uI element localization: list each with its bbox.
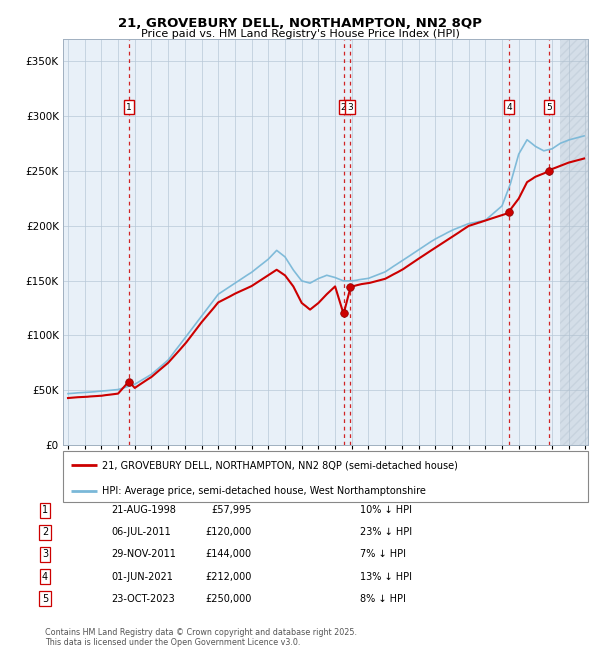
Text: 3: 3 — [347, 103, 353, 112]
Text: 5: 5 — [42, 593, 48, 604]
Text: 10% ↓ HPI: 10% ↓ HPI — [360, 505, 412, 515]
Text: 21, GROVEBURY DELL, NORTHAMPTON, NN2 8QP: 21, GROVEBURY DELL, NORTHAMPTON, NN2 8QP — [118, 17, 482, 30]
Text: 21, GROVEBURY DELL, NORTHAMPTON, NN2 8QP (semi-detached house): 21, GROVEBURY DELL, NORTHAMPTON, NN2 8QP… — [103, 460, 458, 471]
Text: 13% ↓ HPI: 13% ↓ HPI — [360, 571, 412, 582]
Text: Price paid vs. HM Land Registry's House Price Index (HPI): Price paid vs. HM Land Registry's House … — [140, 29, 460, 38]
Bar — [560, 39, 590, 445]
Text: 7% ↓ HPI: 7% ↓ HPI — [360, 549, 406, 560]
Text: 23-OCT-2023: 23-OCT-2023 — [111, 593, 175, 604]
Text: £250,000: £250,000 — [206, 593, 252, 604]
Text: £144,000: £144,000 — [206, 549, 252, 560]
FancyBboxPatch shape — [63, 451, 588, 502]
Text: Contains HM Land Registry data © Crown copyright and database right 2025.
This d: Contains HM Land Registry data © Crown c… — [45, 628, 357, 647]
Text: 29-NOV-2011: 29-NOV-2011 — [111, 549, 176, 560]
Text: HPI: Average price, semi-detached house, West Northamptonshire: HPI: Average price, semi-detached house,… — [103, 486, 426, 496]
Text: 3: 3 — [42, 549, 48, 560]
Text: 8% ↓ HPI: 8% ↓ HPI — [360, 593, 406, 604]
Text: 1: 1 — [42, 505, 48, 515]
Text: 23% ↓ HPI: 23% ↓ HPI — [360, 527, 412, 538]
Text: 5: 5 — [546, 103, 552, 112]
Text: 21-AUG-1998: 21-AUG-1998 — [111, 505, 176, 515]
Text: £57,995: £57,995 — [212, 505, 252, 515]
Text: 2: 2 — [341, 103, 346, 112]
Text: 1: 1 — [126, 103, 131, 112]
Text: 4: 4 — [42, 571, 48, 582]
Text: 2: 2 — [42, 527, 48, 538]
Text: £212,000: £212,000 — [206, 571, 252, 582]
Text: 4: 4 — [506, 103, 512, 112]
Text: £120,000: £120,000 — [206, 527, 252, 538]
Text: 06-JUL-2011: 06-JUL-2011 — [111, 527, 171, 538]
Text: 01-JUN-2021: 01-JUN-2021 — [111, 571, 173, 582]
